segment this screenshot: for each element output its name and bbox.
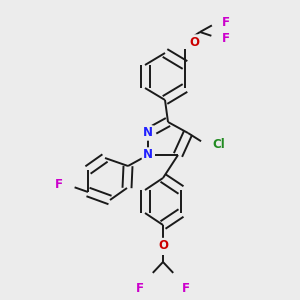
Text: F: F bbox=[222, 32, 230, 44]
Text: F: F bbox=[222, 16, 230, 28]
Text: N: N bbox=[143, 148, 153, 161]
Text: Cl: Cl bbox=[212, 139, 225, 152]
Text: F: F bbox=[136, 282, 144, 295]
Text: F: F bbox=[55, 178, 63, 191]
Text: F: F bbox=[182, 282, 190, 295]
Text: O: O bbox=[189, 35, 199, 49]
Text: N: N bbox=[143, 127, 153, 140]
Text: O: O bbox=[158, 239, 168, 252]
